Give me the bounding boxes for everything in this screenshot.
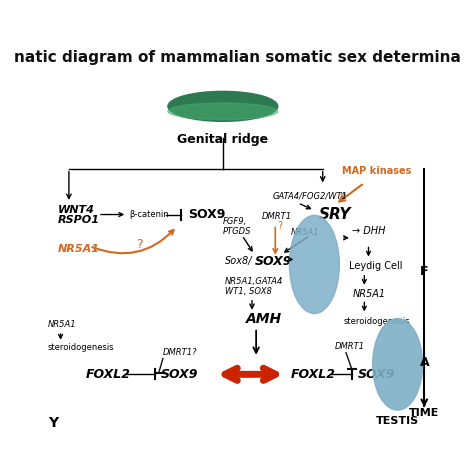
Text: natic diagram of mammalian somatic sex determina: natic diagram of mammalian somatic sex d… [14, 50, 460, 65]
Ellipse shape [373, 319, 423, 410]
Text: NR5A1: NR5A1 [291, 228, 320, 237]
Text: Genital ridge: Genital ridge [177, 133, 268, 146]
Text: SOX9: SOX9 [255, 255, 292, 268]
Ellipse shape [168, 91, 278, 121]
Ellipse shape [168, 103, 278, 119]
Text: ?: ? [137, 238, 143, 251]
Text: RSPO1: RSPO1 [58, 215, 100, 225]
Text: steroidogenesis: steroidogenesis [48, 343, 115, 352]
Text: SOX9: SOX9 [358, 368, 395, 381]
Text: F: F [420, 264, 428, 278]
Text: WT1, SOX8: WT1, SOX8 [225, 287, 272, 296]
Text: DMRT1: DMRT1 [335, 342, 365, 350]
Text: → DHH: → DHH [352, 226, 385, 236]
Text: FOXL2: FOXL2 [291, 368, 336, 381]
Text: Leydig Cell: Leydig Cell [348, 261, 402, 271]
Text: ?: ? [339, 193, 346, 203]
Text: DMRT1?: DMRT1? [163, 348, 198, 357]
Text: A: A [419, 356, 429, 369]
Text: ?: ? [277, 221, 282, 231]
Text: NR5A1,GATA4: NR5A1,GATA4 [225, 277, 283, 286]
Text: β-catenin: β-catenin [129, 210, 169, 219]
Ellipse shape [290, 215, 339, 314]
Text: steroidogenesis: steroidogenesis [344, 317, 410, 326]
Text: WNT4: WNT4 [58, 205, 95, 215]
Text: NR5A1: NR5A1 [58, 245, 100, 255]
Text: Sox8/: Sox8/ [225, 256, 253, 266]
Text: SOX9: SOX9 [188, 208, 225, 221]
Text: Y: Y [48, 416, 58, 429]
Text: AMH: AMH [246, 311, 283, 326]
Text: NR5A1: NR5A1 [353, 289, 386, 299]
Text: SRY: SRY [319, 207, 351, 222]
Text: TESTIS: TESTIS [376, 416, 419, 426]
Text: DMRT1: DMRT1 [262, 212, 292, 221]
Text: PTGDS: PTGDS [223, 227, 251, 236]
Text: NR5A1: NR5A1 [48, 320, 77, 329]
Text: TIME: TIME [409, 408, 439, 418]
Text: FGF9,: FGF9, [223, 217, 247, 226]
Text: SOX9: SOX9 [160, 368, 198, 381]
Text: FOXL2: FOXL2 [85, 368, 130, 381]
Text: GATA4/FOG2/WT1: GATA4/FOG2/WT1 [273, 191, 348, 201]
Text: MAP kinases: MAP kinases [342, 166, 411, 176]
